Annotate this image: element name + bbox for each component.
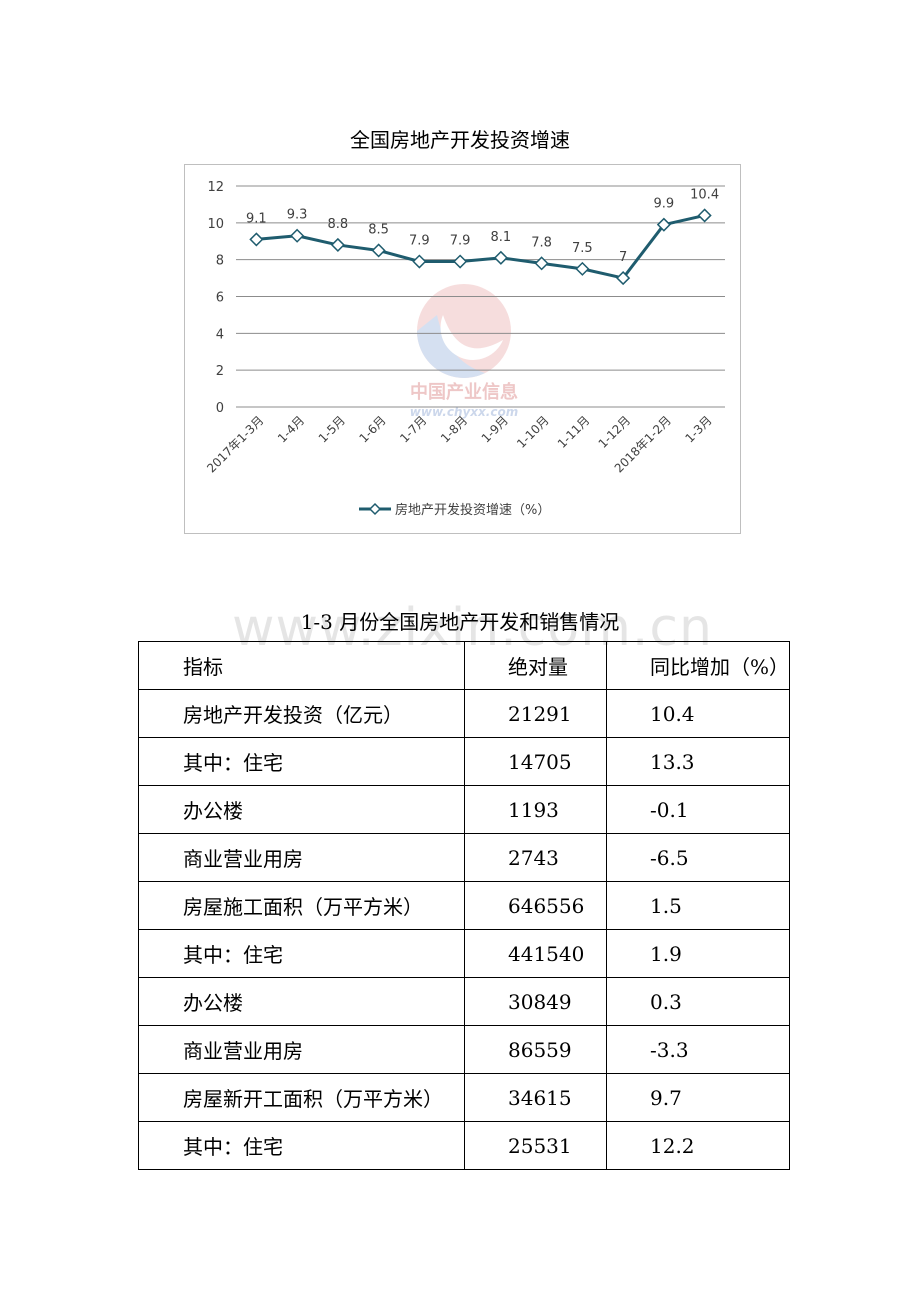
table-cell: 10.4 — [605, 689, 791, 738]
y-tick-label: 10 — [207, 217, 224, 232]
table-cell: 其中：住宅 — [138, 737, 465, 786]
y-tick-label: 6 — [216, 291, 224, 306]
data-point — [330, 237, 345, 252]
logo-shape-blue — [417, 315, 485, 378]
line-chart: 中国产业信息 www.chyxx.com 0 2 4 6 8 10 12 2017年1-3月 1-4… — [204, 180, 725, 518]
table-cell: 商业营业用房 — [138, 1025, 465, 1074]
table-cell: 34615 — [464, 1073, 607, 1122]
table-cell: 办公楼 — [138, 977, 465, 1026]
table-row: 办公楼 1193 -0.1 — [138, 785, 791, 834]
series-line — [256, 214, 705, 280]
table-cell: 其中：住宅 — [138, 929, 465, 978]
y-tick-label: 4 — [216, 327, 224, 342]
table-cell: 646556 — [464, 881, 607, 930]
data-label: 7.5 — [572, 241, 593, 256]
data-label: 9.3 — [287, 208, 308, 223]
data-label: 7.9 — [450, 234, 471, 249]
table-cell: 12.2 — [605, 1121, 791, 1170]
data-point — [697, 208, 712, 223]
x-tick-label: 1-11月 — [555, 413, 593, 451]
data-label: 8.1 — [491, 230, 512, 245]
table-row: 房屋施工面积（万平方米） 646556 1.5 — [138, 881, 791, 930]
data-label: 9.9 — [654, 197, 675, 212]
table-cell: 25531 — [464, 1121, 607, 1170]
y-tick-label: 2 — [216, 364, 224, 379]
data-label: 7 — [619, 250, 627, 265]
table-cell: 86559 — [464, 1025, 607, 1074]
x-tick-label: 2017年1-3月 — [204, 413, 266, 475]
x-tick-label: 1-3月 — [682, 413, 714, 445]
data-point — [575, 261, 590, 276]
table-row: 房地产开发投资（亿元） 21291 10.4 — [138, 689, 791, 738]
data-point — [656, 217, 671, 232]
data-point — [534, 256, 549, 271]
data-point — [249, 232, 264, 247]
data-table: 指标 绝对量 同比增加（%） 房地产开发投资（亿元） 21291 10.4 其中：住宅 147… — [138, 641, 791, 1170]
table-row: 商业营业用房 2743 -6.5 — [138, 833, 791, 882]
data-point — [453, 254, 468, 269]
data-label: 10.4 — [690, 187, 719, 202]
table-cell: 2743 — [464, 833, 607, 882]
table-cell: -6.5 — [605, 833, 791, 882]
table-header-cell: 同比增加（%） — [605, 641, 791, 690]
table-cell: 14705 — [464, 737, 607, 786]
x-tick-label: 1-5月 — [316, 413, 348, 445]
y-tick-label: 0 — [216, 401, 224, 416]
table-cell: -0.1 — [605, 785, 791, 834]
chart-frame: 中国产业信息 www.chyxx.com 0 2 4 6 8 10 12 2017年1-3月 1-4… — [184, 164, 741, 534]
table-cell: 其中：住宅 — [138, 1121, 465, 1170]
y-tick-label: 8 — [216, 254, 224, 269]
table-row: 办公楼 30849 0.3 — [138, 977, 791, 1026]
table-header-cell: 绝对量 — [464, 641, 607, 690]
data-label: 7.8 — [531, 235, 552, 250]
table-row: 其中：住宅 14705 13.3 — [138, 737, 791, 786]
legend-label: 房地产开发投资增速（%） — [395, 502, 550, 518]
data-label: 7.9 — [409, 234, 430, 249]
table-cell: 房屋新开工面积（万平方米） — [138, 1073, 465, 1122]
table-cell: 21291 — [464, 689, 607, 738]
table-cell: 30849 — [464, 977, 607, 1026]
table-cell: 商业营业用房 — [138, 833, 465, 882]
logo-circle-red — [417, 284, 511, 378]
x-tick-label: 1-6月 — [356, 413, 388, 445]
table-row: 房屋新开工面积（万平方米） 34615 9.7 — [138, 1073, 791, 1122]
x-tick-label: 1-10月 — [514, 413, 552, 451]
watermark-logo: 中国产业信息 www.chyxx.com — [410, 284, 518, 419]
table-cell: 1.5 — [605, 881, 791, 930]
table-row: 其中：住宅 441540 1.9 — [138, 929, 791, 978]
data-point — [290, 228, 305, 243]
table-cell: 1193 — [464, 785, 607, 834]
y-tick-label: 12 — [207, 180, 224, 195]
table-cell: 1.9 — [605, 929, 791, 978]
table-cell: -3.3 — [605, 1025, 791, 1074]
table-cell: 房屋施工面积（万平方米） — [138, 881, 465, 930]
table-header-row: 指标 绝对量 同比增加（%） — [138, 641, 791, 690]
table-row: 商业营业用房 86559 -3.3 — [138, 1025, 791, 1074]
table-caption: 1-3 月份全国房地产开发和销售情况 — [300, 610, 620, 634]
logo-shape-white — [440, 315, 503, 360]
data-label: 9.1 — [246, 211, 267, 226]
logo-url: www.chyxx.com — [410, 405, 518, 419]
table-cell: 13.3 — [605, 737, 791, 786]
table-row: 其中：住宅 25531 12.2 — [138, 1121, 791, 1170]
data-point — [616, 271, 631, 286]
table-cell: 0.3 — [605, 977, 791, 1026]
table-cell: 房地产开发投资（亿元） — [138, 689, 465, 738]
data-point — [371, 243, 386, 258]
table-cell: 9.7 — [605, 1073, 791, 1122]
logo-name: 中国产业信息 — [410, 381, 518, 403]
legend-marker — [368, 502, 382, 516]
table-cell: 441540 — [464, 929, 607, 978]
chart-title: 全国房地产开发投资增速 — [350, 128, 570, 152]
data-point — [493, 250, 508, 265]
table-header-cell: 指标 — [138, 641, 465, 690]
data-point — [412, 254, 427, 269]
x-tick-label: 1-12月 — [596, 413, 634, 451]
data-label: 8.8 — [328, 217, 349, 232]
table-cell: 办公楼 — [138, 785, 465, 834]
x-tick-label: 1-4月 — [275, 413, 307, 445]
data-label: 8.5 — [368, 222, 389, 237]
